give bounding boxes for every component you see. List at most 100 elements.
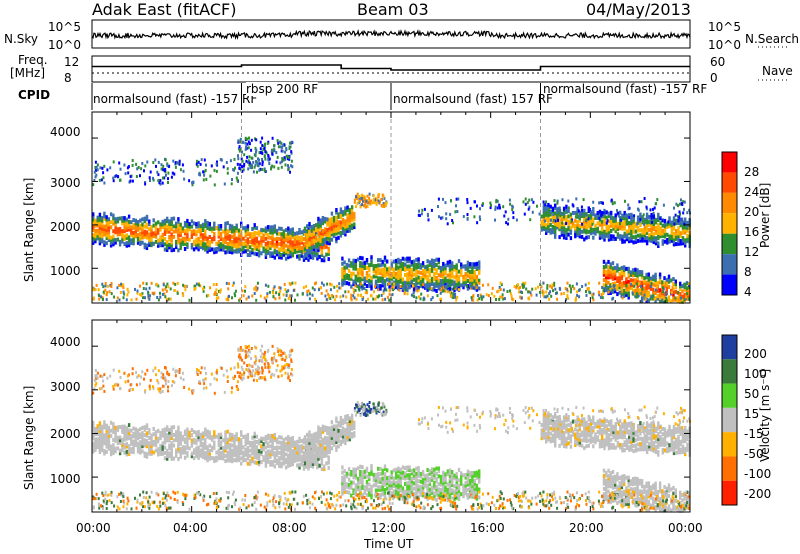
power-cell (565, 204, 568, 209)
power-cell (433, 274, 436, 279)
power-cell (239, 148, 242, 151)
power-cell (261, 160, 264, 164)
power-cell (201, 225, 205, 230)
velocity-cell (257, 441, 261, 446)
power-cell (176, 291, 179, 295)
power-cell (643, 281, 646, 286)
power-cell (337, 212, 340, 217)
power-cell (680, 202, 683, 205)
power-cell (685, 286, 689, 291)
power-cell (594, 226, 597, 231)
power-cell (620, 271, 624, 276)
power-cell (381, 278, 384, 283)
power-cell (594, 213, 597, 218)
velocity-cell (368, 474, 371, 479)
velocity-cell (365, 482, 369, 487)
power-cell (396, 287, 399, 291)
velocity-cell (328, 426, 331, 431)
power-cell (364, 291, 367, 295)
power-cell (377, 278, 380, 283)
power-cell (160, 167, 163, 171)
velocity-cell (383, 467, 387, 471)
power-cell (94, 239, 97, 244)
velocity-cell (217, 451, 220, 456)
power-cell (496, 290, 499, 294)
power-cell (98, 236, 102, 241)
power-cell (278, 286, 281, 290)
power-cell (259, 294, 262, 298)
power-cell (636, 270, 639, 275)
power-cell (663, 234, 667, 239)
power-cell (363, 263, 366, 268)
power-cell (574, 218, 577, 223)
power-cell (157, 179, 160, 183)
power-cell (290, 151, 293, 155)
velocity-cell (183, 432, 187, 437)
power-cell (116, 229, 120, 234)
power-cell (354, 258, 357, 263)
power-cell (383, 263, 387, 268)
power-cell (172, 281, 175, 285)
power-cell (94, 169, 97, 172)
velocity-cell (335, 416, 338, 421)
power-cell (163, 292, 166, 296)
power-cell (399, 279, 402, 284)
velocity-cell (326, 439, 329, 444)
power-cell (567, 214, 570, 219)
power-cell (623, 267, 626, 272)
power-cell (363, 276, 366, 281)
velocity-cell (339, 431, 343, 436)
power-cell (199, 162, 202, 166)
velocity-cell (374, 488, 378, 493)
velocity-cell (98, 436, 102, 441)
power-cell (433, 259, 436, 263)
power-cell (306, 229, 309, 234)
power-cell (442, 267, 445, 272)
power-cell (676, 215, 679, 218)
power-cell (135, 175, 138, 178)
power-cell (143, 169, 145, 173)
power-cell (678, 210, 681, 214)
power-cell (449, 212, 452, 216)
power-cell (181, 239, 185, 244)
power-cell (647, 280, 650, 285)
power-cell (636, 276, 639, 281)
velocity-cell (332, 442, 336, 447)
power-cell (145, 222, 149, 227)
power-cell (310, 227, 313, 232)
power-cell (353, 222, 356, 227)
power-cell (365, 273, 369, 278)
velocity-cell (112, 445, 115, 450)
velocity-cell (127, 436, 131, 441)
velocity-cell (308, 456, 311, 461)
power-cell (347, 276, 351, 281)
power-cell (427, 214, 429, 218)
power-cell (662, 203, 665, 207)
power-cell (626, 287, 629, 291)
velocity-cell (213, 435, 216, 440)
power-cell (215, 249, 218, 254)
power-cell (671, 286, 674, 290)
power-cell (356, 275, 360, 280)
power-cell (370, 281, 373, 286)
power-cell (619, 210, 622, 215)
power-cell (96, 228, 99, 233)
velocity-cell (346, 437, 349, 442)
power-cell (426, 274, 429, 279)
power-cell (640, 291, 644, 296)
power-cell (321, 281, 323, 285)
power-cell (610, 198, 613, 202)
power-cell (571, 224, 575, 229)
power-cell (583, 216, 586, 221)
velocity-cell (109, 420, 113, 425)
velocity-cell (262, 455, 265, 460)
power-cell (584, 283, 587, 287)
power-cell (235, 249, 238, 254)
power-cell (623, 291, 626, 296)
power-cell (618, 275, 621, 279)
power-cell (317, 224, 320, 229)
power-cell (637, 294, 640, 298)
velocity-cell (352, 475, 355, 480)
power-cell (607, 232, 611, 237)
